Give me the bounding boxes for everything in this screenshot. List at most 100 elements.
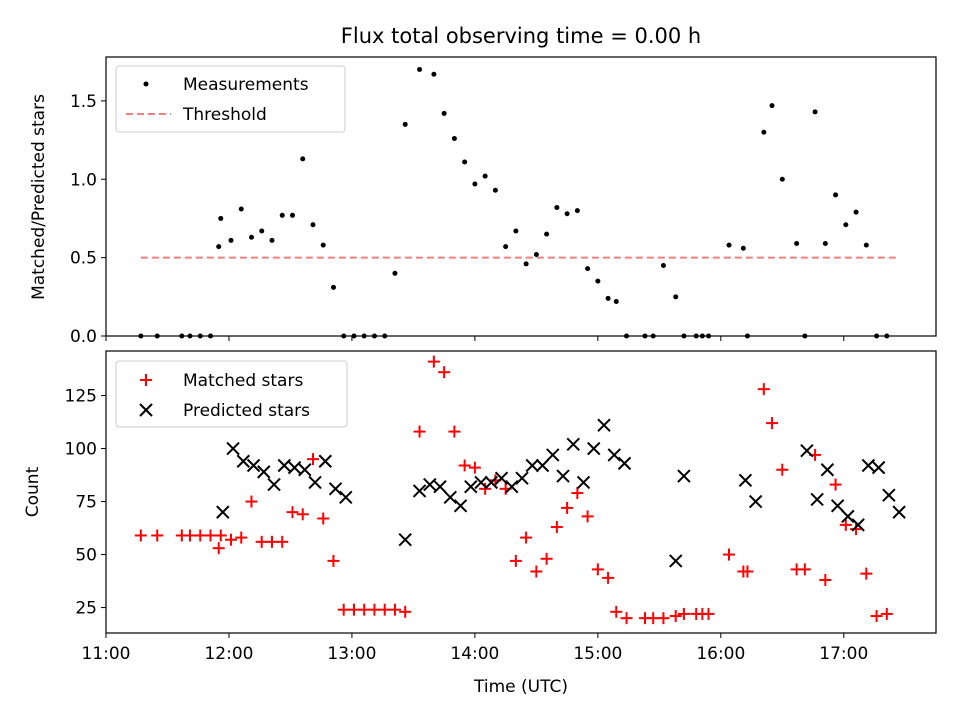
predicted-star-point (871, 460, 886, 475)
predicted-star-point (308, 475, 322, 490)
x-tick-label: 17:00 (819, 644, 868, 664)
measurement-point (660, 262, 666, 268)
matched-star-point (266, 535, 278, 548)
predicted-star-point (236, 454, 251, 468)
predicted-star-point (484, 475, 498, 490)
predicted-star-point (566, 437, 580, 452)
y-tick-label: 25 (75, 599, 97, 619)
predicted-star-point (267, 477, 281, 492)
matched-star-point (798, 563, 811, 576)
predicted-star-point (474, 475, 488, 490)
measurement-point (259, 228, 265, 234)
matched-star-point (134, 529, 147, 542)
predicted-star-point (423, 477, 437, 492)
measurement-point (320, 242, 326, 248)
matched-star-point (669, 610, 682, 623)
x-tick-label: 12:00 (204, 644, 253, 664)
measurement-point (451, 136, 457, 142)
measurement-point (769, 103, 775, 109)
predicted-star-point (505, 479, 519, 494)
predicted-star-point (738, 473, 753, 488)
measurement-point (492, 187, 498, 193)
matched-star-point (347, 603, 360, 616)
predicted-star-point (494, 471, 509, 485)
matched-star-point (448, 425, 461, 438)
predicted-star-point (576, 475, 591, 490)
matched-star-point (184, 529, 197, 542)
measurement-point (533, 251, 539, 257)
predicted-star-point (810, 492, 824, 507)
measurement-point (238, 206, 244, 212)
predicted-star-point (861, 458, 876, 473)
measurement-point (472, 181, 478, 187)
predicted-star-point (412, 484, 427, 498)
predicted-star-point (298, 463, 312, 477)
y-tick-label: 75 (75, 493, 97, 513)
matched-star-point (677, 607, 690, 620)
predicted-star-point (748, 494, 763, 509)
matched-star-point (829, 478, 842, 491)
predicted-star-point (851, 518, 865, 532)
legend-label-threshold: Threshold (182, 105, 267, 125)
bottom-y-axis-label: Count (23, 466, 43, 517)
matched-star-point (399, 605, 412, 618)
predicted-star-point (433, 479, 447, 494)
x-tick-label: 15:00 (573, 644, 622, 664)
y-tick-label: 0.0 (70, 327, 97, 347)
matched-star-point (530, 565, 543, 578)
matched-star-point (776, 463, 789, 476)
top-chart-title: Flux total observing time = 0.00 h (341, 24, 701, 48)
matched-star-point (212, 542, 225, 555)
legend-marker-matched-stars (140, 374, 152, 386)
matched-star-point (880, 607, 893, 620)
x-tick-label: 13:00 (327, 644, 376, 664)
bottom-x-axis-label: Time (UTC) (473, 677, 568, 697)
predicted-star-point (841, 509, 855, 524)
top-legend: Measurements Threshold (115, 65, 346, 133)
measurement-point (853, 209, 859, 215)
measurement-point (310, 222, 316, 228)
matched-star-point (286, 506, 299, 519)
predicted-star-point (525, 458, 539, 473)
matched-star-point (766, 417, 779, 430)
predicted-star-point (318, 454, 332, 468)
matched-star-point (571, 487, 584, 500)
matched-star-point (839, 518, 852, 531)
bottom-legend: Matched stars Predicted stars (115, 360, 348, 428)
matched-star-point (194, 529, 207, 542)
measurement-point (564, 211, 570, 217)
matched-star-point (337, 603, 350, 616)
measurement-point (554, 204, 560, 210)
measurement-point (269, 237, 275, 243)
matched-star-point (702, 607, 715, 620)
measurement-point (228, 237, 234, 243)
top-panel: 0.0 0.5 1.0 1.5 Flux total observing time =… (29, 24, 937, 347)
predicted-star-point (277, 458, 292, 473)
measurement-point (462, 159, 468, 165)
predicted-star-point (515, 471, 529, 485)
predicted-star-point (464, 479, 478, 494)
predicted-star-point (830, 499, 845, 513)
measurement-point (740, 245, 746, 251)
predicted-star-point (453, 499, 468, 513)
measurement-point (482, 173, 488, 179)
matched-star-point (870, 610, 883, 623)
predicted-star-point (398, 532, 412, 547)
measurement-point (574, 208, 580, 214)
matched-star-point (413, 425, 426, 438)
measurement-point (833, 192, 839, 198)
predicted-star-point (607, 448, 621, 462)
x-tick-label: 11:00 (82, 644, 131, 664)
matched-star-point (647, 612, 660, 625)
measurement-point (431, 71, 437, 77)
matched-star-point (438, 366, 451, 379)
matched-star-point (388, 603, 401, 616)
matched-star-point (276, 535, 289, 548)
bottom-y-ticks: 25 50 75 100 125 (65, 387, 106, 619)
predicted-star-point (556, 469, 570, 483)
measurement-point (392, 270, 398, 276)
matched-star-point (550, 520, 563, 533)
measurement-point (300, 156, 306, 162)
y-tick-label: 0.5 (70, 249, 97, 269)
